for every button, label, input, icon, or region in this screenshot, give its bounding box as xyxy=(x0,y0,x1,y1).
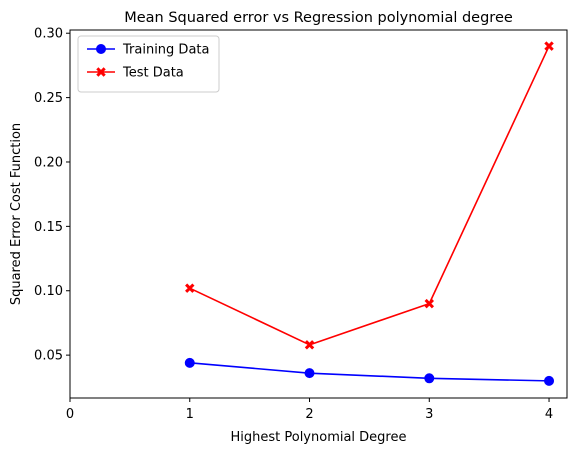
x-tick-label: 3 xyxy=(425,407,433,422)
legend-entry-training-data: Training Data xyxy=(87,43,209,58)
x-axis-ticks: 0 1 2 3 4 xyxy=(66,398,553,422)
data-point xyxy=(304,340,315,350)
y-tick-label: 0.25 xyxy=(34,91,63,106)
chart-title: Mean Squared error vs Regression polynom… xyxy=(124,10,513,26)
data-point xyxy=(544,41,554,51)
series-layer xyxy=(184,41,555,386)
data-point xyxy=(424,373,435,384)
series-line xyxy=(189,362,550,382)
data-point xyxy=(184,357,195,368)
legend-marker xyxy=(96,44,106,54)
data-point xyxy=(424,298,435,309)
x-axis-label: Highest Polynomial Degree xyxy=(230,430,406,445)
series-training-data xyxy=(184,357,555,386)
x-tick-label: 0 xyxy=(66,407,74,422)
y-tick-label: 0.30 xyxy=(34,27,63,42)
y-axis-label: Squared Error Cost Function xyxy=(9,123,24,305)
legend-entry-test-data: Test Data xyxy=(87,66,184,81)
data-point xyxy=(304,368,315,379)
plot-frame xyxy=(69,29,568,399)
y-tick-label: 0.05 xyxy=(34,349,63,364)
legend-label: Test Data xyxy=(122,66,184,81)
legend: Training Data Test Data xyxy=(77,35,220,93)
data-point xyxy=(544,375,555,386)
x-tick-label: 1 xyxy=(186,407,194,422)
data-point xyxy=(185,283,195,293)
y-axis-ticks: 0.05 0.10 0.15 0.20 0.25 0.30 xyxy=(34,27,70,364)
legend-label: Training Data xyxy=(122,43,209,58)
y-tick-label: 0.10 xyxy=(34,284,63,299)
legend-marker xyxy=(96,67,106,77)
legend-box xyxy=(77,35,220,93)
y-tick-label: 0.20 xyxy=(34,155,63,170)
legend-entries: Training Data Test Data xyxy=(87,43,209,81)
series-line xyxy=(189,45,550,346)
x-tick-label: 4 xyxy=(545,407,553,422)
series-test-data xyxy=(185,41,554,350)
y-tick-label: 0.15 xyxy=(34,220,63,235)
x-tick-label: 2 xyxy=(305,407,313,422)
